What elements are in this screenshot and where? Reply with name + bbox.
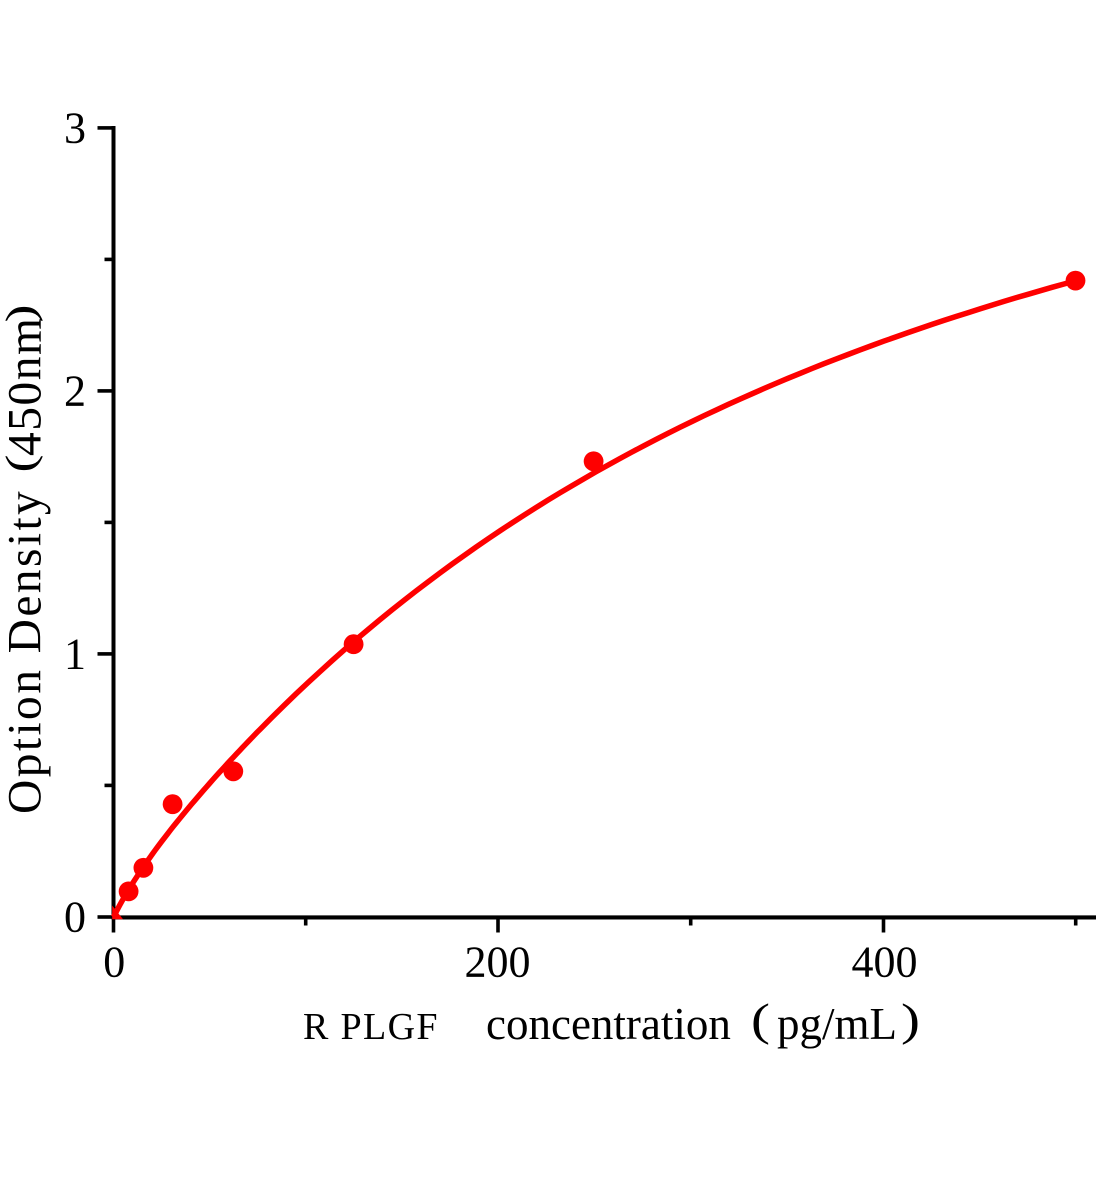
svg-text:(: ( [0, 455, 43, 473]
svg-text:Option Density: Option Density [0, 489, 52, 814]
svg-text:concentration: concentration [486, 999, 731, 1049]
svg-text:200: 200 [465, 937, 531, 986]
svg-text:1: 1 [64, 629, 86, 678]
svg-text:0: 0 [103, 937, 125, 986]
svg-text:2: 2 [64, 366, 86, 415]
svg-text:3: 3 [64, 103, 86, 152]
svg-text:450nm: 450nm [0, 317, 52, 456]
svg-text:): ) [0, 305, 43, 323]
svg-text:pg/mL: pg/mL [777, 999, 897, 1049]
svg-text:): ) [901, 995, 920, 1045]
svg-text:0: 0 [64, 893, 86, 942]
svg-text:400: 400 [852, 937, 918, 986]
svg-text:R PLGF: R PLGF [303, 1006, 439, 1048]
svg-text:(: ( [751, 995, 770, 1045]
